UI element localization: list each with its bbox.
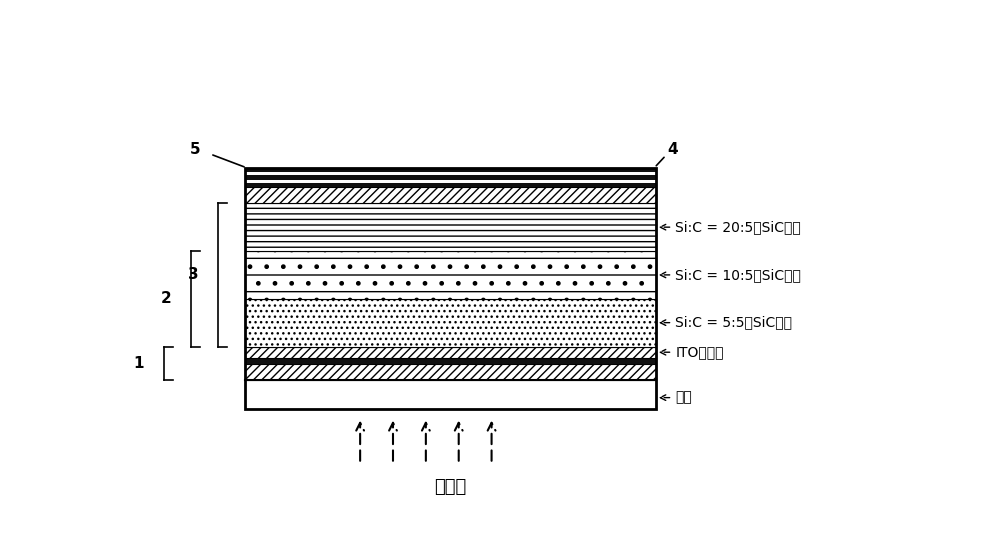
Text: 4: 4 <box>668 141 678 157</box>
Bar <box>245 175 656 179</box>
Bar <box>245 358 656 364</box>
Text: 玻璃: 玻璃 <box>660 391 692 405</box>
Text: Si:C = 20:5的SiC薄膜: Si:C = 20:5的SiC薄膜 <box>660 220 801 234</box>
Bar <box>245 364 656 380</box>
Bar <box>245 380 656 409</box>
Bar <box>245 168 656 409</box>
Bar <box>245 168 656 172</box>
Text: 1: 1 <box>134 356 144 371</box>
Bar <box>245 187 656 203</box>
Bar <box>245 346 656 358</box>
Text: 3: 3 <box>188 267 199 282</box>
Text: ITO导电层: ITO导电层 <box>660 345 724 359</box>
Text: 5: 5 <box>189 141 200 157</box>
Bar <box>245 183 656 187</box>
Text: 2: 2 <box>161 291 171 306</box>
Text: 太阳光: 太阳光 <box>434 478 467 496</box>
Bar <box>245 251 656 299</box>
Bar <box>245 203 656 251</box>
Bar <box>245 172 656 175</box>
Bar <box>245 299 656 346</box>
Text: Si:C = 10:5的SiC薄膜: Si:C = 10:5的SiC薄膜 <box>660 268 801 282</box>
Text: Si:C = 5:5的SiC薄膜: Si:C = 5:5的SiC薄膜 <box>660 315 792 330</box>
Bar <box>245 179 656 183</box>
